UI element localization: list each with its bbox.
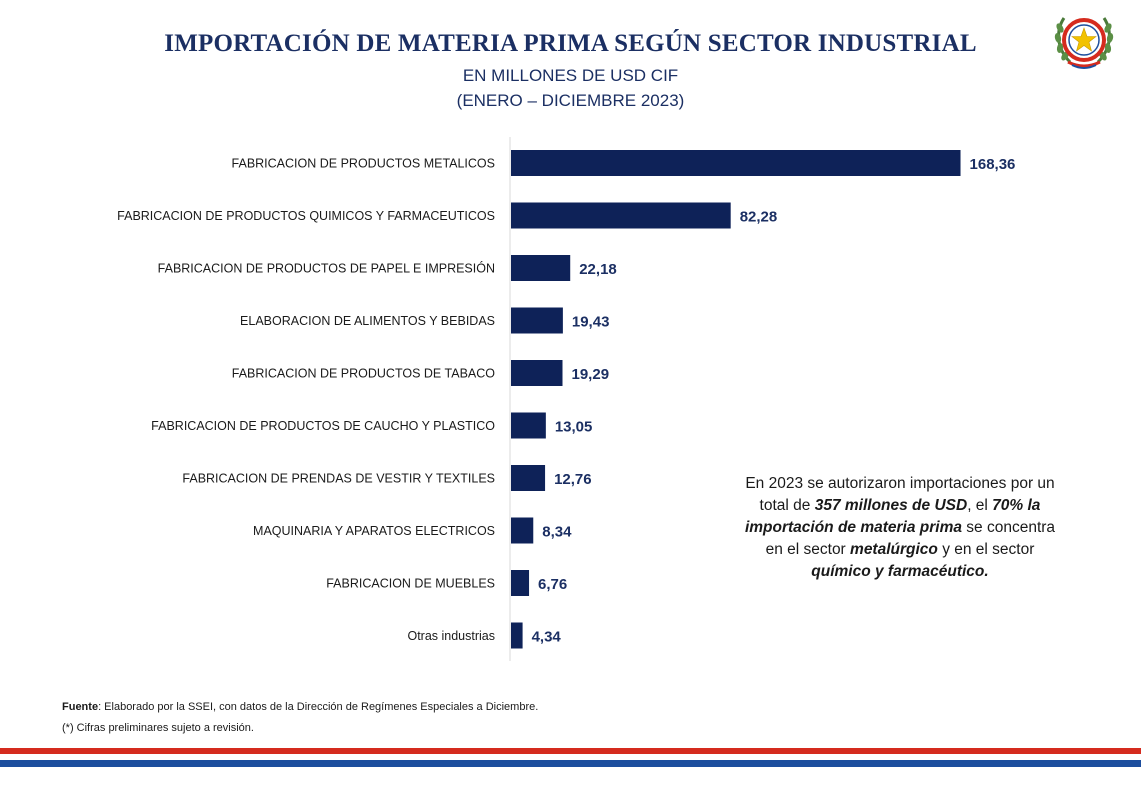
bar (511, 255, 571, 281)
bar (511, 517, 534, 544)
bar (511, 360, 563, 386)
bar (511, 150, 961, 176)
value-label: 19,29 (572, 366, 610, 383)
value-label: 19,43 (572, 314, 610, 331)
value-label: 13,05 (555, 419, 593, 436)
value-label: 4,34 (532, 629, 562, 646)
value-label: 168,36 (970, 156, 1016, 173)
category-label: FABRICACION DE PRODUCTOS DE PAPEL E IMPR… (158, 261, 495, 276)
bar (511, 465, 546, 491)
source-footnote: Fuente: Elaborado por la SSEI, con datos… (62, 701, 538, 713)
bar-chart: FABRICACION DE PRODUCTOS METALICOS 168,36… (117, 137, 1016, 661)
value-label: 8,34 (542, 524, 572, 541)
subtitle-period: (ENERO – DICIEMBRE 2023) (456, 91, 685, 110)
flag-stripe-red (0, 748, 1141, 754)
bar (511, 202, 731, 229)
source-text: : Elaborado por la SSEI, con datos de la… (98, 701, 539, 713)
value-label: 82,28 (740, 209, 778, 226)
note-text-3: se concentra en el sector (765, 519, 1056, 558)
note-text-4: y en el sector (937, 541, 1035, 558)
subtitle-units: EN MILLONES DE USD CIF (462, 66, 679, 85)
bar (511, 570, 530, 596)
category-label: FABRICACION DE PRENDAS DE VESTIR Y TEXTI… (182, 472, 495, 486)
category-label: FABRICACION DE PRODUCTOS DE TABACO (232, 367, 496, 381)
page-title: IMPORTACIÓN DE MATERIA PRIMA SEGÚN SECTO… (164, 30, 977, 57)
bar (511, 307, 563, 334)
note-highlight-chem: químico y farmacéutico. (811, 563, 989, 580)
value-label: 6,76 (538, 576, 567, 593)
note-highlight-metal: metalúrgico (850, 541, 938, 558)
value-label: 12,76 (554, 471, 592, 488)
note-highlight-total: 357 millones de USD (814, 497, 968, 514)
note-highlight-share: 70% la importación de materia prima (744, 497, 1041, 536)
flag-stripe-blue (0, 760, 1141, 767)
bar (511, 412, 546, 439)
bar (511, 622, 523, 649)
category-label: ELABORACION DE ALIMENTOS Y BEBIDAS (240, 314, 495, 328)
category-label: FABRICACION DE PRODUCTOS METALICOS (232, 157, 495, 171)
category-label: FABRICACION DE MUEBLES (326, 577, 495, 591)
category-label: FABRICACION DE PRODUCTOS DE CAUCHO Y PLA… (151, 419, 495, 433)
category-label: MAQUINARIA Y APARATOS ELECTRICOS (253, 524, 495, 538)
disclaimer-footnote: (*) Cifras preliminares sujeto a revisió… (62, 722, 254, 734)
category-label: Otras industrias (407, 629, 495, 643)
note-text-1: En 2023 se autorizaron importaciones por… (745, 475, 1055, 514)
category-label: FABRICACION DE PRODUCTOS QUIMICOS Y FARM… (117, 209, 495, 223)
summary-note: En 2023 se autorizaron importaciones por… (740, 473, 1060, 583)
source-label: Fuente (62, 701, 99, 713)
national-seal-icon (1054, 17, 1114, 69)
value-label: 22,18 (579, 261, 617, 278)
note-text-2: , el (967, 497, 993, 514)
